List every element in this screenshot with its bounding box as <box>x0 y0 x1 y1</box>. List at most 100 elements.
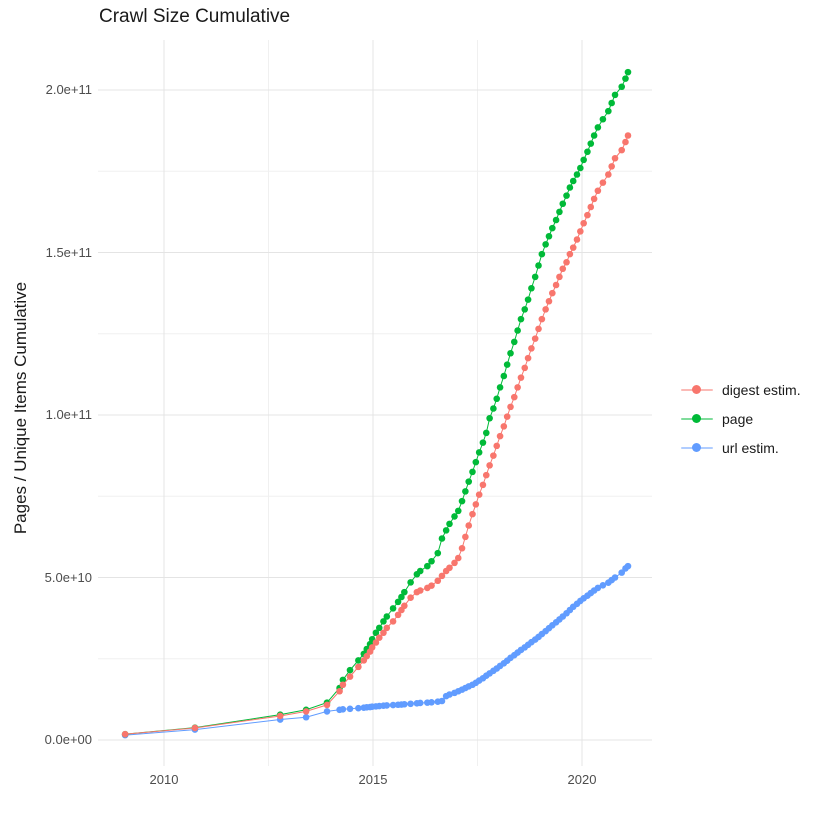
data-point <box>380 618 387 625</box>
data-point <box>416 699 424 707</box>
data-point <box>398 593 405 601</box>
data-point <box>458 544 466 552</box>
data-point <box>611 574 619 581</box>
y-tick-label: 2.0e+11 <box>45 82 92 97</box>
data-point <box>469 510 476 518</box>
data-point <box>517 315 525 323</box>
data-point <box>618 569 626 576</box>
data-point <box>563 258 570 266</box>
data-point <box>521 306 529 313</box>
data-point <box>496 384 504 391</box>
data-point <box>594 187 602 195</box>
data-point <box>482 429 490 437</box>
data-point <box>475 449 483 456</box>
data-point <box>375 634 383 641</box>
data-point <box>472 458 480 466</box>
data-point <box>594 124 602 131</box>
data-point <box>355 657 362 664</box>
data-point <box>490 405 497 412</box>
data-point <box>599 115 607 123</box>
data-point <box>451 513 458 520</box>
data-point <box>355 663 362 671</box>
data-point <box>542 241 549 248</box>
data-point <box>493 395 501 403</box>
data-point <box>454 554 462 562</box>
data-point <box>556 208 563 216</box>
data-point <box>438 697 446 705</box>
data-point <box>389 605 397 612</box>
data-point <box>559 265 567 273</box>
data-point <box>528 284 535 292</box>
data-point <box>577 164 584 172</box>
data-point <box>323 701 331 709</box>
data-point <box>401 588 408 596</box>
legend-label: url estim. <box>722 440 779 456</box>
legend-label: page <box>722 411 754 427</box>
data-point <box>465 522 473 529</box>
data-point <box>618 146 626 154</box>
data-point <box>618 83 626 91</box>
x-tick-label: 2015 <box>358 772 388 787</box>
data-point <box>542 306 549 313</box>
x-tick-label: 2020 <box>567 772 597 787</box>
data-point <box>552 216 560 224</box>
data-point <box>346 705 354 713</box>
data-point <box>438 535 446 542</box>
data-point <box>622 138 629 146</box>
data-point <box>446 564 453 572</box>
chart-title: Crawl Size Cumulative <box>99 6 291 27</box>
data-point <box>552 281 560 289</box>
series-line <box>125 565 629 736</box>
data-point <box>486 462 493 469</box>
data-point <box>622 75 629 82</box>
data-point <box>428 699 435 706</box>
data-point <box>339 705 347 713</box>
data-point <box>503 413 511 420</box>
data-point <box>482 471 490 479</box>
data-point <box>346 673 354 680</box>
data-point <box>276 712 284 720</box>
data-point <box>383 613 391 620</box>
data-point <box>394 598 402 606</box>
data-point <box>580 156 587 164</box>
legend-item-page: page <box>681 408 801 430</box>
data-point <box>524 296 532 303</box>
data-point <box>573 236 581 243</box>
data-point <box>389 701 397 709</box>
data-point <box>363 652 371 660</box>
data-point <box>462 488 469 495</box>
y-axis-title: Pages / Unique Items Cumulative <box>11 281 30 535</box>
legend-item-digest-estim: digest estim. <box>681 379 801 401</box>
data-point <box>608 99 615 107</box>
data-point <box>368 644 376 651</box>
data-point <box>465 478 473 485</box>
data-point <box>191 724 199 732</box>
data-point <box>407 579 414 586</box>
data-point <box>559 200 567 208</box>
data-point <box>549 224 556 232</box>
data-point <box>339 681 347 689</box>
data-point <box>538 315 546 323</box>
data-point <box>507 349 514 357</box>
data-point <box>500 423 508 430</box>
legend-key-icon <box>681 379 713 401</box>
data-point <box>339 676 347 684</box>
data-point <box>302 708 310 715</box>
data-point <box>549 289 556 297</box>
data-point <box>458 497 466 505</box>
data-point <box>599 582 607 589</box>
data-point <box>528 345 535 352</box>
data-point <box>594 584 602 592</box>
data-point <box>514 327 521 334</box>
data-point <box>424 562 431 570</box>
data-point <box>401 700 408 708</box>
data-point <box>503 361 511 368</box>
data-point <box>580 219 587 227</box>
data-point <box>563 192 570 199</box>
series-digest-estim- <box>121 132 632 738</box>
y-tick-label: 0.0e+00 <box>44 732 92 747</box>
data-point <box>383 702 391 709</box>
data-point <box>584 211 591 219</box>
data-point <box>372 629 380 637</box>
data-point <box>599 179 607 186</box>
